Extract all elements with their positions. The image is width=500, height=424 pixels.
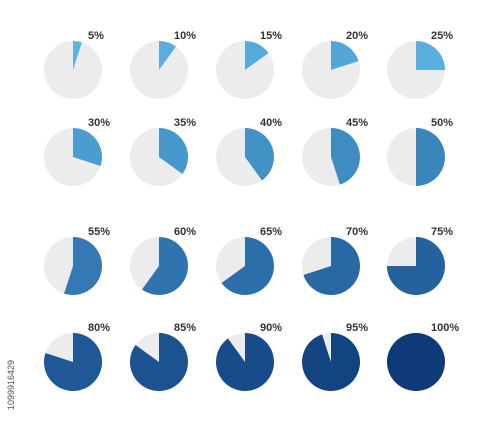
pie-75: 75% [387, 226, 453, 295]
pie-slice-65 [221, 237, 274, 295]
pie-90: 90% [215, 322, 282, 392]
pie-label-20: 20% [346, 30, 368, 42]
pie-20: 20% [302, 30, 368, 99]
pie-slice-75 [387, 237, 445, 295]
pie-slice-50 [416, 128, 445, 186]
pie-slice-55 [64, 237, 103, 295]
pie-slice-90 [215, 333, 274, 392]
pie-label-10: 10% [174, 30, 196, 42]
pie-label-45: 45% [346, 117, 368, 129]
pie-45: 45% [302, 117, 368, 186]
pie-slice-20 [331, 41, 359, 70]
pie-label-25: 25% [431, 30, 453, 42]
pie-slice-70 [303, 237, 361, 296]
pie-label-5: 5% [88, 30, 104, 42]
pie-slice-25 [416, 41, 445, 70]
pie-100: 100% [387, 322, 459, 391]
pie-60: 60% [130, 226, 196, 296]
pie-55: 55% [44, 226, 110, 295]
stock-id-text: 1099916429 [4, 300, 18, 410]
pie-slice-40 [245, 128, 275, 181]
pie-slice-95 [302, 333, 361, 391]
pie-95: 95% [302, 322, 368, 391]
pie-slice-60 [141, 237, 188, 296]
pie-slice-30 [73, 128, 102, 166]
pie-slice-100 [387, 333, 445, 391]
pie-label-80: 80% [88, 322, 110, 334]
pie-65: 65% [216, 226, 282, 295]
pie-35: 35% [130, 117, 196, 186]
pie-15: 15% [216, 30, 282, 99]
pie-label-55: 55% [88, 226, 110, 238]
pie-label-65: 65% [260, 226, 282, 238]
pie-80: 80% [44, 322, 110, 391]
pie-label-100: 100% [431, 322, 459, 334]
pie-label-95: 95% [346, 322, 368, 334]
pie-10: 10% [130, 30, 196, 99]
pie-50: 50% [387, 117, 453, 186]
pie-slice-10 [159, 41, 177, 70]
stock-id-value: 1099916429 [6, 359, 16, 410]
pie-slice-15 [245, 41, 269, 70]
pie-85: 85% [129, 322, 196, 391]
pie-label-50: 50% [431, 117, 453, 129]
pie-label-40: 40% [260, 117, 282, 129]
pie-label-70: 70% [346, 226, 368, 238]
pie-slice-45 [331, 128, 360, 185]
pie-label-85: 85% [174, 322, 196, 334]
pie-label-30: 30% [88, 117, 110, 129]
pie-label-90: 90% [260, 322, 282, 334]
pie-label-75: 75% [431, 226, 453, 238]
pie-label-60: 60% [174, 226, 196, 238]
pie-label-35: 35% [174, 117, 196, 129]
pie-40: 40% [216, 117, 282, 186]
pie-slice-5 [73, 41, 82, 70]
pie-label-15: 15% [260, 30, 282, 42]
pie-slice-35 [159, 128, 189, 175]
pie-slice-85 [129, 333, 188, 391]
pie-25: 25% [387, 30, 453, 99]
pie-slice-80 [44, 333, 103, 391]
pie-70: 70% [302, 226, 368, 296]
pie-5: 5% [44, 30, 104, 99]
pie-30: 30% [44, 117, 110, 186]
